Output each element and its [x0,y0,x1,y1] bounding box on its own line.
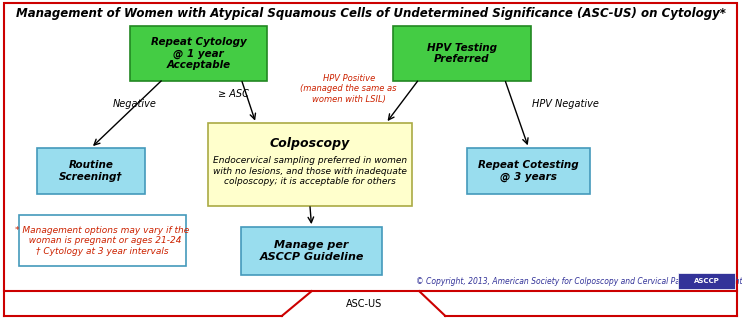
FancyBboxPatch shape [4,3,737,291]
Text: Repeat Cytology
@ 1 year
Acceptable: Repeat Cytology @ 1 year Acceptable [151,37,246,70]
Text: Repeat Cotesting
@ 3 years: Repeat Cotesting @ 3 years [479,160,579,182]
Text: ASCCP: ASCCP [694,278,719,284]
Text: Manage per
ASCCP Guideline: Manage per ASCCP Guideline [260,240,364,262]
Text: Negative: Negative [113,99,157,110]
FancyBboxPatch shape [208,123,412,206]
Text: Routine
Screening†: Routine Screening† [59,160,122,182]
Text: * Management options may vary if the
  woman is pregnant or ages 21-24
† Cytolog: * Management options may vary if the wom… [15,226,189,256]
Text: Colposcopy: Colposcopy [269,137,350,150]
Text: HPV Positive
(managed the same as
women with LSIL): HPV Positive (managed the same as women … [301,74,397,104]
FancyBboxPatch shape [467,148,590,194]
FancyBboxPatch shape [393,26,531,81]
Text: HPV Negative: HPV Negative [533,99,600,110]
FancyBboxPatch shape [678,273,735,289]
FancyBboxPatch shape [37,148,145,194]
FancyBboxPatch shape [241,227,382,275]
Text: Management of Women with Atypical Squamous Cells of Undetermined Significance (A: Management of Women with Atypical Squamo… [16,7,726,20]
Text: © Copyright, 2013, American Society for Colposcopy and Cervical Pathology. All r: © Copyright, 2013, American Society for … [416,277,742,286]
Text: ≥ ASC: ≥ ASC [218,89,249,99]
FancyBboxPatch shape [130,26,267,81]
Text: Endocervical sampling preferred in women
with no lesions, and those with inadequ: Endocervical sampling preferred in women… [213,156,407,186]
FancyBboxPatch shape [19,215,186,266]
Text: HPV Testing
Preferred: HPV Testing Preferred [427,43,497,64]
Text: ASC-US: ASC-US [346,299,381,309]
